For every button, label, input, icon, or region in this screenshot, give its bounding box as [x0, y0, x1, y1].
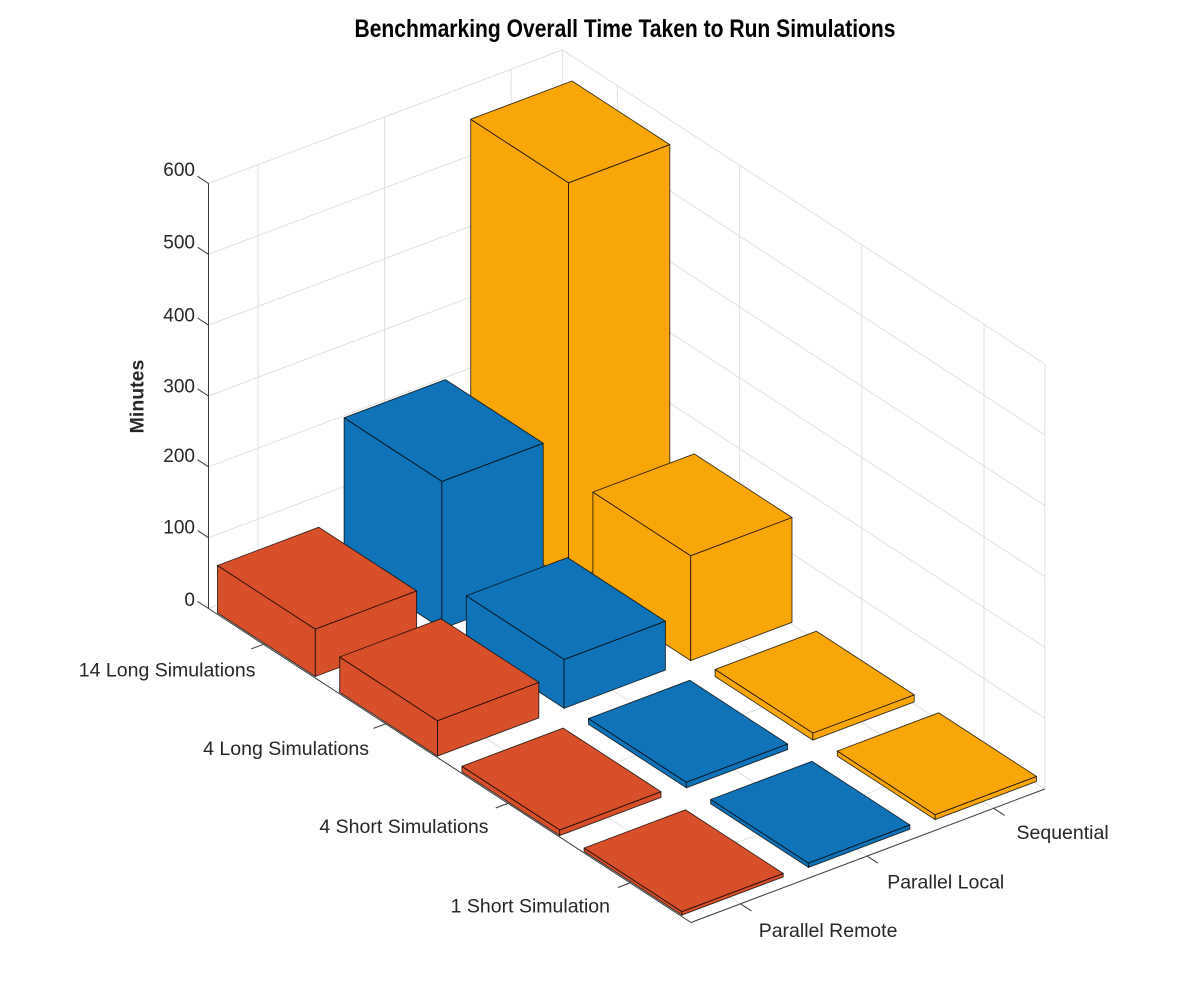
svg-text:14 Long Simulations: 14 Long Simulations: [79, 660, 256, 682]
svg-text:100: 100: [163, 518, 195, 539]
svg-text:600: 600: [163, 160, 195, 181]
svg-text:300: 300: [163, 377, 195, 398]
svg-text:200: 200: [163, 446, 195, 467]
svg-text:Sequential: Sequential: [1017, 822, 1109, 844]
svg-text:4 Long Simulations: 4 Long Simulations: [203, 738, 369, 760]
svg-text:400: 400: [163, 306, 195, 327]
svg-text:Minutes: Minutes: [127, 360, 149, 434]
svg-text:Parallel Remote: Parallel Remote: [759, 920, 898, 942]
svg-text:4 Short Simulations: 4 Short Simulations: [319, 816, 488, 838]
svg-text:0: 0: [184, 590, 195, 611]
svg-text:Benchmarking Overall Time Take: Benchmarking Overall Time Taken to Run S…: [355, 15, 896, 43]
svg-text:500: 500: [163, 233, 195, 254]
svg-text:1 Short Simulation: 1 Short Simulation: [451, 896, 610, 918]
svg-text:Parallel Local: Parallel Local: [887, 872, 1004, 894]
